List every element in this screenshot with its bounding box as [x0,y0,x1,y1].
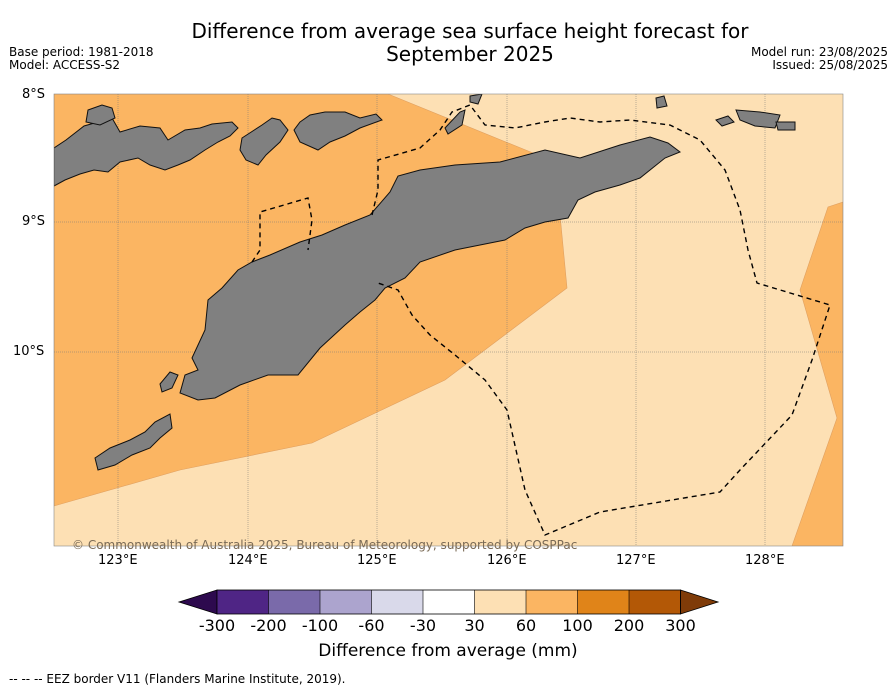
islet-1 [655,95,668,109]
colorbar-tick: 60 [515,616,537,635]
colorbar-tick: 200 [613,616,645,635]
colorbar-bin-8 [577,590,629,614]
colorbar-tick: 30 [464,616,485,635]
colorbar-bin-9 [629,590,681,614]
colorbar-bin-5 [423,590,475,614]
colorbar-tick: -100 [301,616,339,635]
land [54,94,796,471]
colorbar-dividers [268,590,630,614]
base-period: Base period: 1981-2018 [9,45,154,59]
colorbar-tick: -300 [198,616,236,635]
lon-label-125e: 125°E [357,553,397,568]
colorbar-bin-6 [474,590,526,614]
lat-label-10s: 10°S [13,344,45,359]
solor-island [85,104,116,126]
lembata-island [293,111,383,151]
model-run: Model run: 23/08/2025 [750,45,888,59]
eez-border [251,104,831,536]
lat-label-8s: 8°S [22,87,46,102]
chart-title: Difference from average sea surface heig… [0,20,896,66]
colorbar [177,589,720,615]
islet-4 [775,121,796,131]
islet-3 [735,109,781,129]
rote-island [94,413,173,471]
map-frame [53,93,844,547]
timor-island [179,136,682,401]
colorbar-tick: -30 [409,616,437,635]
flores-island [54,117,239,187]
ssh-medium-zone-east [791,201,843,546]
colorbar-tick: -200 [250,616,287,635]
colorbar-tick: 300 [665,616,696,635]
colorbar-extend-high [680,589,720,615]
adonara-island [239,117,289,166]
title-line-2: September 2025 [386,42,554,66]
colorbar-extend-low [177,589,218,615]
issued-date: Issued: 25/08/2025 [772,58,888,72]
eez-legend-note: -- -- -- EEZ border V11 (Flanders Marine… [9,672,346,686]
copyright-note: © Commonwealth of Australia 2025, Bureau… [72,538,578,552]
colorbar-bin-3 [320,590,372,614]
colorbar-bin-1 [217,590,269,614]
meta-right: Model run: 23/08/2025 Issued: 25/08/2025 [751,46,888,72]
lon-label-128e: 128°E [745,553,785,568]
colorbar-frame [216,589,681,615]
colorbar-bin-4 [371,590,423,614]
colorbar-tick: -60 [358,616,385,635]
lon-label-123e: 123°E [98,553,138,568]
meta-left: Base period: 1981-2018 Model: ACCESS-S2 [9,46,154,72]
islet-2 [715,115,735,127]
semau-island [159,371,179,393]
wetar-island [444,109,466,135]
lat-label-9s: 9°S [22,214,46,229]
map-area [54,94,843,546]
title-line-1: Difference from average sea surface heig… [191,19,749,43]
colorbar-tick: 100 [562,616,593,635]
colorbar-bin-2 [268,590,320,614]
lon-label-124e: 124°E [228,553,268,568]
lon-label-126e: 126°E [487,553,527,568]
alor-island [469,94,483,105]
colorbar-label: Difference from average (mm) [318,641,578,661]
lon-label-127e: 127°E [616,553,656,568]
model-name: Model: ACCESS-S2 [9,58,121,72]
colorbar-bin-7 [526,590,578,614]
